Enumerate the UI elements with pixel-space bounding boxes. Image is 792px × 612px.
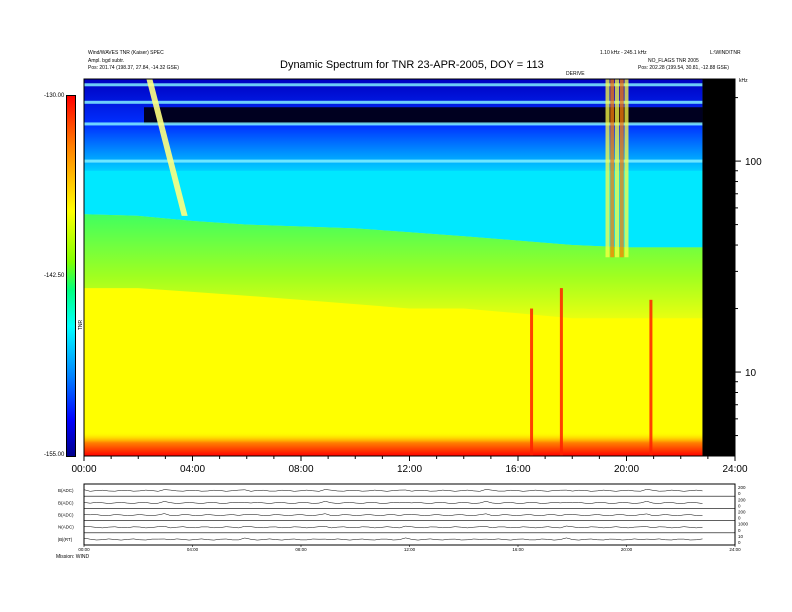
- no-data-region: [702, 79, 735, 456]
- lower-trace: [83, 489, 703, 492]
- chart-title: Dynamic Spectrum for TNR 23-APR-2005, DO…: [280, 59, 544, 71]
- x-tick-label: 00:00: [71, 464, 96, 475]
- band-dark: [144, 107, 703, 124]
- lower-x-tick-label: 00:00: [78, 547, 90, 552]
- x-tick-label: 12:00: [397, 464, 422, 475]
- burst-cluster-strand: [610, 79, 615, 258]
- lower-row-label: |B|(RT): [58, 537, 73, 542]
- x-tick-label: 08:00: [288, 464, 313, 475]
- lower-right-tick: 200: [738, 509, 746, 514]
- colorbar: [66, 95, 76, 457]
- x-tick-label: 24:00: [722, 464, 747, 475]
- band-green: [84, 214, 703, 319]
- lower-x-tick-label: 20:00: [621, 547, 633, 552]
- x-tick-label: 04:00: [180, 464, 205, 475]
- lower-right-tick: 0: [738, 528, 741, 533]
- lower-right-tick: 200: [738, 485, 746, 490]
- interference-line: [84, 122, 703, 126]
- lower-x-tick-label: 12:00: [404, 547, 416, 552]
- lower-trace: [83, 513, 703, 516]
- lower-right-tick: 10: [738, 534, 744, 539]
- colorbar-tick-bottom: -155.00: [44, 452, 65, 458]
- y-tick-label: 10: [745, 368, 757, 379]
- lower-x-tick-label: 16:00: [512, 547, 524, 552]
- burst-cluster-strand: [605, 79, 610, 258]
- x-tick-label: 20:00: [614, 464, 639, 475]
- colorbar-tick-top: -130.00: [44, 93, 65, 99]
- y-unit-label: kHz: [739, 78, 748, 84]
- header-right-line2: NO_FLAGS TNR 2005: [648, 58, 699, 64]
- burst-type-iii: [146, 79, 188, 216]
- lower-right-tick: 200: [738, 497, 746, 502]
- lower-trace: [83, 525, 703, 529]
- header-right-line1: 1.10 kHz - 245.1 kHz: [600, 50, 647, 56]
- y-tick-label: 100: [745, 157, 762, 168]
- lower-right-tick: 1000: [738, 522, 749, 527]
- header-left-line2: Ampl. bgd subtr.: [88, 58, 125, 64]
- burst-spike: [559, 288, 563, 456]
- footer-mission: Mission: WIND: [56, 554, 90, 560]
- lower-right-tick: 0: [738, 540, 741, 545]
- header-left-line3: Pos: 201.74 (198.37, 27.84, -14.32 GSE): [88, 65, 179, 71]
- header-right-line3: Pos: 202.28 (199.54, 30.81, -12.88 GSE): [638, 65, 729, 71]
- lower-trace: [83, 501, 703, 504]
- header-left-line1: Wind/WAVES TNR (Kaiser) SPEC: [88, 50, 164, 56]
- interference-line: [84, 100, 703, 104]
- band-red: [84, 431, 703, 456]
- lower-row-label: N(ADC): [58, 525, 74, 530]
- burst-spike: [649, 299, 653, 456]
- lower-row-label: B(ADC): [58, 513, 74, 518]
- lower-row-label: B(ADC): [58, 500, 74, 505]
- lower-x-tick-label: 08:00: [295, 547, 307, 552]
- x-tick-label: 16:00: [505, 464, 530, 475]
- burst-spike: [530, 308, 534, 456]
- lower-right-tick: 0: [738, 503, 741, 508]
- interference-line: [84, 83, 703, 87]
- burst-cluster-strand: [624, 79, 629, 258]
- lower-x-tick-label: 04:00: [187, 547, 199, 552]
- burst-cluster-strand: [615, 79, 620, 258]
- header-right-corner: L:\WIND\TNR: [710, 50, 741, 56]
- lower-trace: [83, 537, 703, 541]
- interference-line: [84, 159, 703, 163]
- lower-right-tick: 0: [738, 516, 741, 521]
- event-label: DERIVE: [566, 71, 585, 77]
- burst-cluster-strand: [619, 79, 624, 258]
- lower-row-label: B(ADC): [58, 488, 74, 493]
- lower-right-tick: 0: [738, 491, 741, 496]
- lower-x-tick-label: 24:00: [729, 547, 741, 552]
- colorbar-tick-mid: -142.50: [44, 273, 65, 279]
